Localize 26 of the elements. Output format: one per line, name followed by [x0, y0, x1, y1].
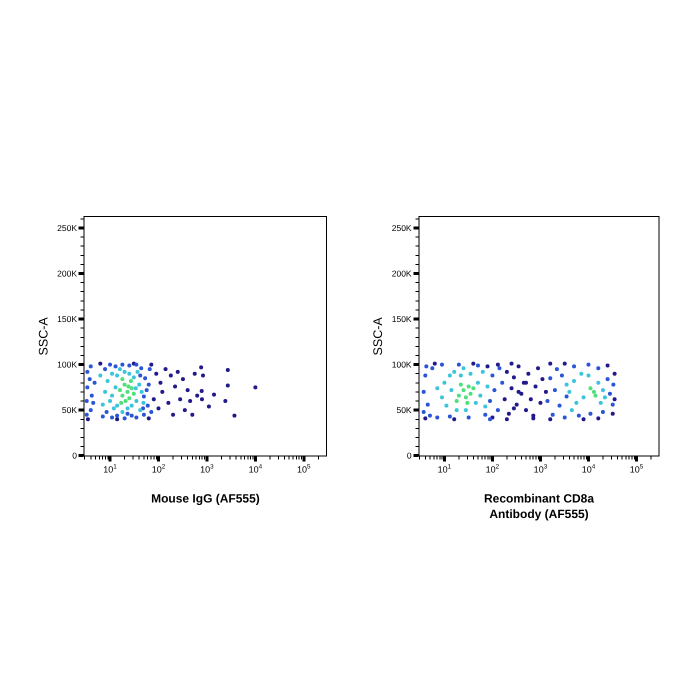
- y-tick-label: 200K: [392, 268, 412, 278]
- y-tick-label: 0: [406, 450, 412, 461]
- y-tick-label: 150K: [57, 314, 78, 324]
- x-tick-label: 10$^{4}$: [248, 464, 263, 474]
- y-tick-label: 150K: [392, 314, 412, 324]
- x-tick-label: 10$^{2}$: [486, 464, 500, 474]
- x-tick-label: 10$^{4}$: [582, 464, 596, 474]
- y-tick-label: 100K: [392, 360, 412, 370]
- x-axis-title: Mouse IgG (AF555): [151, 491, 260, 506]
- x-tick-label: 10$^{5}$: [297, 464, 312, 474]
- y-axis-title: SSC-A: [370, 316, 385, 356]
- y-tick-label: 100K: [57, 360, 78, 370]
- y-axis-title: SSC-A: [36, 316, 50, 356]
- y-tick-label: 50K: [396, 405, 412, 416]
- y-tick-label: 200K: [57, 268, 78, 278]
- y-tick-label: 250K: [57, 222, 78, 233]
- y-tick-label: 50K: [62, 405, 78, 416]
- y-tick-label: 0: [72, 450, 78, 461]
- x-tick-label: 10$^{2}$: [152, 464, 166, 474]
- x-tick-label: 10$^{1}$: [438, 464, 452, 474]
- x-tick-label: 10$^{3}$: [534, 464, 548, 474]
- x-tick-label: 10$^{5}$: [630, 464, 644, 474]
- x-tick-label: 10$^{3}$: [200, 464, 214, 474]
- x-tick-label: 10$^{1}$: [103, 464, 118, 474]
- y-tick-label: 250K: [392, 222, 412, 233]
- x-axis-title: Recombinant CD8a Antibody (AF555): [484, 491, 594, 521]
